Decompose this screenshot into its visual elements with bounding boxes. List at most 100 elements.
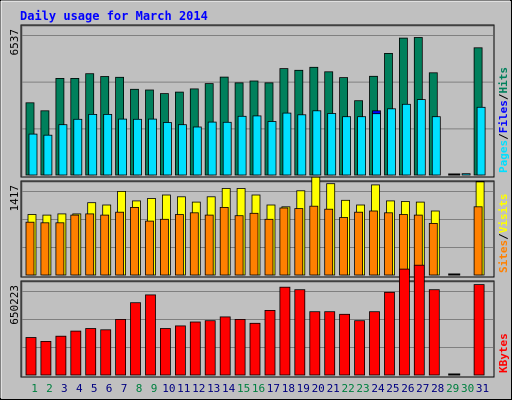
panel-2: 1417 Sites/Visits bbox=[8, 176, 510, 278]
bar-sites-day-26 bbox=[398, 214, 408, 276]
day-label-26: 26 bbox=[401, 382, 414, 395]
bar-kbytes-day-7 bbox=[115, 318, 126, 376]
bar-sites-day-15 bbox=[234, 215, 244, 276]
bar-kbytes-day-2 bbox=[40, 340, 52, 376]
bar-pages-day-5 bbox=[88, 114, 98, 176]
bar-pages-day-2 bbox=[43, 134, 53, 176]
bar-pages-day-3 bbox=[58, 124, 68, 176]
bar-pages-day-23 bbox=[357, 116, 367, 176]
legend: KBytes bbox=[497, 333, 510, 373]
bar-pages-day-31 bbox=[476, 106, 486, 176]
bar-sites-day-10 bbox=[159, 218, 169, 276]
day-label-10: 10 bbox=[162, 382, 175, 395]
bar-kbytes-day-17 bbox=[264, 309, 276, 376]
day-label-16: 16 bbox=[252, 382, 265, 395]
day-label-25: 25 bbox=[386, 382, 399, 395]
day-label-24: 24 bbox=[371, 382, 385, 395]
day-label-21: 21 bbox=[327, 382, 340, 395]
bar-sites-day-20 bbox=[309, 205, 319, 276]
day-label-12: 12 bbox=[192, 382, 205, 395]
day-label-17: 17 bbox=[267, 382, 280, 395]
bar-pages-day-20 bbox=[312, 110, 322, 176]
bar-kbytes-day-9 bbox=[145, 294, 156, 376]
day-label-27: 27 bbox=[416, 382, 429, 395]
bar-kbytes-day-15 bbox=[234, 318, 246, 376]
bar-sites-day-7 bbox=[115, 211, 124, 276]
legend-entry-kbytes: KBytes bbox=[497, 333, 510, 373]
bar-kbytes-day-24 bbox=[369, 311, 380, 376]
x-axis-day-labels: 1 2 3 4 5 6 7 8 9 10 11 12 13 14 15 16 17 18 19 20 21 22 23 24 2… bbox=[31, 382, 489, 395]
day-label-28: 28 bbox=[431, 382, 444, 395]
bar-pages-day-25 bbox=[387, 108, 396, 176]
day-label-4: 4 bbox=[76, 382, 83, 395]
bar-kbytes-day-23 bbox=[354, 320, 366, 376]
bar-pages-day-7 bbox=[118, 118, 127, 176]
bar-sites-day-6 bbox=[100, 214, 110, 276]
legend: Pages/Files/Hits bbox=[497, 67, 510, 173]
bar-pages-day-13 bbox=[207, 121, 217, 176]
legend-entry-visits: Visits bbox=[497, 194, 510, 234]
bar-kbytes-day-1 bbox=[25, 337, 37, 376]
bar-sites-day-31 bbox=[473, 206, 483, 276]
legend-entry-hits: Hits bbox=[497, 67, 510, 94]
legend-entry-files: Files bbox=[497, 100, 510, 133]
day-label-11: 11 bbox=[177, 382, 190, 395]
bar-sites-day-1 bbox=[25, 221, 35, 276]
bar-sites-day-5 bbox=[85, 213, 95, 276]
bar-kbytes-day-14 bbox=[219, 316, 231, 376]
bar-pages-day-14 bbox=[222, 121, 232, 176]
bar-pages-day-16 bbox=[252, 115, 262, 176]
bar-sites-day-25 bbox=[384, 212, 393, 276]
bar-kbytes-day-3 bbox=[55, 335, 67, 376]
day-label-30: 30 bbox=[461, 382, 474, 395]
bar-sites-day-24 bbox=[369, 210, 378, 276]
day-label-3: 3 bbox=[61, 382, 68, 395]
bar-pages-day-30 bbox=[461, 173, 471, 176]
day-label-18: 18 bbox=[282, 382, 295, 395]
bar-pages-day-9 bbox=[148, 118, 157, 176]
bar-kbytes-day-22 bbox=[339, 313, 351, 376]
bar-kbytes-day-28 bbox=[428, 289, 440, 376]
bar-kbytes-day-20 bbox=[309, 311, 321, 376]
bar-kbytes-day-11 bbox=[174, 325, 186, 376]
bar-sites-day-18 bbox=[279, 207, 289, 276]
legend-entry-pages: Pages bbox=[497, 140, 510, 173]
bar-sites-day-22 bbox=[339, 217, 349, 276]
y-max-label: 6537 bbox=[8, 29, 21, 56]
day-label-29: 29 bbox=[446, 382, 459, 395]
bar-sites-day-19 bbox=[294, 208, 304, 276]
bar-pages-day-15 bbox=[237, 115, 247, 176]
y-max-label: 1417 bbox=[8, 185, 21, 212]
bar-sites-day-28 bbox=[428, 222, 438, 276]
bar-pages-day-21 bbox=[327, 113, 337, 176]
day-label-23: 23 bbox=[356, 382, 369, 395]
bar-sites-day-4 bbox=[70, 214, 80, 276]
bar-pages-day-26 bbox=[401, 103, 411, 176]
day-label-1: 1 bbox=[31, 382, 38, 395]
bar-sites-day-16 bbox=[249, 212, 259, 276]
bar-pages-day-1 bbox=[28, 133, 38, 176]
bar-pages-day-10 bbox=[162, 122, 172, 176]
bar-pages-day-12 bbox=[192, 126, 202, 176]
y-max-label: 650223 bbox=[8, 285, 21, 325]
bar-sites-day-11 bbox=[174, 214, 184, 276]
bar-kbytes-day-6 bbox=[100, 329, 112, 376]
bar-sites-day-9 bbox=[145, 220, 154, 276]
bar-kbytes-day-13 bbox=[204, 320, 216, 376]
bar-pages-day-4 bbox=[73, 118, 83, 176]
bar-pages-day-11 bbox=[177, 124, 187, 176]
bar-sites-day-2 bbox=[40, 222, 50, 276]
bar-sites-day-14 bbox=[219, 206, 229, 276]
bar-kbytes-day-18 bbox=[279, 286, 291, 376]
bar-kbytes-day-5 bbox=[85, 328, 97, 376]
legend: Sites/Visits bbox=[497, 194, 510, 274]
day-label-7: 7 bbox=[121, 382, 128, 395]
bar-pages-day-28 bbox=[431, 116, 441, 176]
bar-pages-day-6 bbox=[103, 114, 113, 176]
panel-1: 6537 Pages/Files/Hits bbox=[8, 24, 510, 178]
day-label-9: 9 bbox=[151, 382, 158, 395]
bar-kbytes-day-25 bbox=[384, 291, 395, 376]
bar-sites-day-17 bbox=[264, 218, 274, 276]
panel-3: 650223 KBytes bbox=[8, 264, 510, 378]
